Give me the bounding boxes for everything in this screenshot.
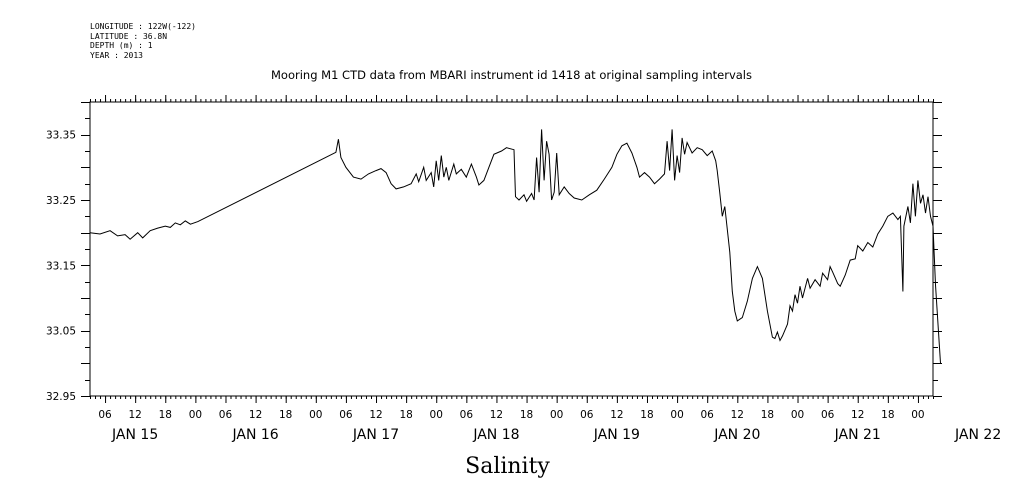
x-tick-label: 00: [670, 409, 683, 421]
x-tick-label: 06: [701, 409, 715, 421]
x-tick-label: 18: [761, 409, 774, 421]
x-tick-label: 18: [520, 409, 533, 421]
x-day-label: JAN 15: [111, 427, 158, 443]
x-axis-title: Salinity: [465, 454, 550, 479]
x-tick-label: 00: [791, 409, 804, 421]
x-tick-label: 18: [881, 409, 894, 421]
x-tick-label: 00: [430, 409, 443, 421]
depth-text: DEPTH (m) : 1: [90, 41, 153, 50]
x-tick-label: 06: [339, 409, 353, 421]
x-tick-label: 18: [279, 409, 292, 421]
x-tick-label: 00: [550, 409, 563, 421]
chart-title-wrap: Mooring M1 CTD data from MBARI instrumen…: [0, 68, 1009, 82]
x-day-label: JAN 19: [593, 427, 640, 443]
x-tick-label: 00: [189, 409, 202, 421]
x-tick-label: 12: [128, 409, 141, 421]
x-tick-label: 00: [309, 409, 322, 421]
x-day-label: JAN 16: [231, 427, 278, 443]
x-tick-label: 12: [249, 409, 262, 421]
y-tick-label: 32.95: [46, 391, 76, 403]
x-tick-label: 06: [580, 409, 594, 421]
x-day-label: JAN 22: [954, 427, 1001, 443]
x-tick-label: 06: [460, 409, 474, 421]
plot-frame: [89, 101, 934, 397]
metadata-block: LONGITUDE : 122W(-122) LATITUDE : 36.8N …: [90, 22, 196, 60]
x-day-label: JAN 18: [472, 427, 519, 443]
x-day-label: JAN 21: [834, 427, 881, 443]
x-tick-label: 12: [731, 409, 744, 421]
y-tick-label: 33.25: [46, 195, 76, 207]
x-axis-title-wrap: Salinity: [0, 454, 1009, 479]
x-tick-label: 18: [640, 409, 653, 421]
x-tick-label: 00: [911, 409, 924, 421]
latitude-text: LATITUDE : 36.8N: [90, 31, 168, 41]
y-tick-label: 33.35: [46, 130, 76, 142]
chart-title: Mooring M1 CTD data from MBARI instrumen…: [271, 68, 752, 82]
y-tick-label: 33.15: [46, 260, 76, 272]
x-tick-label: 18: [399, 409, 412, 421]
x-tick-label: 12: [369, 409, 382, 421]
x-tick-label: 12: [851, 409, 864, 421]
x-tick-label: 18: [159, 409, 172, 421]
y-tick-label: 33.05: [46, 326, 76, 338]
longitude-text: LONGITUDE : 122W(-122): [90, 22, 196, 31]
salinity-series-line: [89, 129, 941, 364]
x-tick-label: 12: [610, 409, 623, 421]
x-tick-label: 06: [98, 409, 112, 421]
x-tick-label: 12: [490, 409, 503, 421]
x-tick-label: 06: [219, 409, 233, 421]
x-tick-label: 06: [821, 409, 835, 421]
year-text: YEAR : 2013: [90, 50, 143, 60]
x-day-label: JAN 20: [713, 427, 760, 443]
x-day-label: JAN 17: [352, 427, 399, 443]
